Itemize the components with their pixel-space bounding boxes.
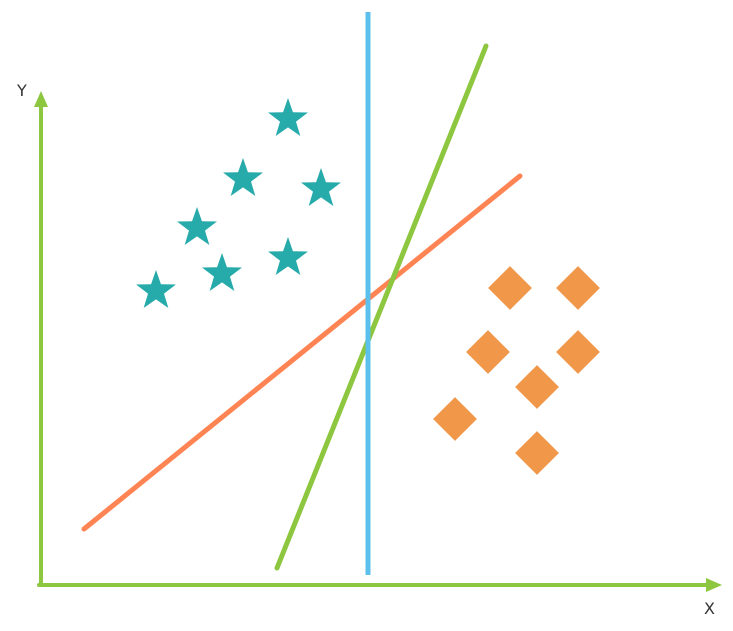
diamond-icon <box>556 266 600 310</box>
star-cluster <box>136 98 341 308</box>
diamond-cluster <box>433 266 600 475</box>
orange-separator-line <box>81 173 523 532</box>
y-axis-label: Y <box>16 81 27 100</box>
star-icon <box>202 253 242 291</box>
diamond-icon <box>556 330 600 374</box>
x-axis-label: X <box>704 599 715 618</box>
x-axis-arrowhead <box>706 578 722 592</box>
star-icon <box>268 237 308 275</box>
diamond-icon <box>515 431 559 475</box>
diamond-icon <box>433 397 477 441</box>
diamond-icon <box>488 266 532 310</box>
star-icon <box>268 98 308 136</box>
star-icon <box>223 158 263 196</box>
diamond-icon <box>466 330 510 374</box>
star-icon <box>177 207 217 245</box>
y-axis-arrowhead <box>34 91 48 107</box>
separator-lines <box>81 12 523 575</box>
green-separator-line <box>274 43 489 571</box>
axes: Y X <box>16 81 722 618</box>
star-icon <box>301 168 341 206</box>
diamond-icon <box>515 365 559 409</box>
star-icon <box>136 270 176 308</box>
